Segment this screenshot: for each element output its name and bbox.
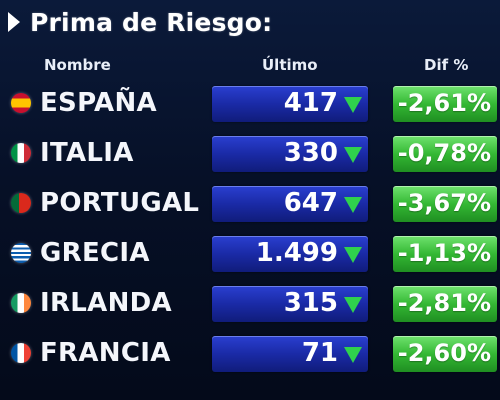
value-cell: 315 bbox=[212, 286, 368, 322]
country-name: GRECIA bbox=[40, 238, 150, 268]
dif-cell: -3,67% bbox=[393, 186, 497, 222]
column-header-nombre: Nombre bbox=[44, 56, 111, 74]
value-cell: 71 bbox=[212, 336, 368, 372]
value-text: 330 bbox=[283, 138, 338, 168]
dif-text: -3,67% bbox=[397, 189, 491, 217]
dif-text: -0,78% bbox=[397, 139, 491, 167]
country-name: ITALIA bbox=[40, 138, 134, 168]
spain-flag-icon bbox=[11, 93, 31, 113]
france-flag-icon bbox=[11, 343, 31, 363]
dif-text: -2,60% bbox=[397, 339, 491, 367]
down-arrow-icon bbox=[344, 97, 362, 113]
table-row-grecia: GRECIA 1.499 -1,13% bbox=[0, 232, 500, 276]
table-header: Nombre Último Dif % bbox=[0, 56, 500, 78]
ireland-flag-icon bbox=[11, 293, 31, 313]
table-row-italia: ITALIA 330 -0,78% bbox=[0, 132, 500, 176]
dif-cell: -0,78% bbox=[393, 136, 497, 172]
title-arrow-icon bbox=[8, 12, 20, 32]
country-name: PORTUGAL bbox=[40, 188, 200, 218]
dif-text: -1,13% bbox=[397, 239, 491, 267]
portugal-flag-icon bbox=[11, 193, 31, 213]
italy-flag-icon bbox=[11, 143, 31, 163]
column-header-ultimo: Último bbox=[262, 56, 318, 74]
down-arrow-icon bbox=[344, 297, 362, 313]
table-row-irlanda: IRLANDA 315 -2,81% bbox=[0, 282, 500, 326]
table-row-portugal: PORTUGAL 647 -3,67% bbox=[0, 182, 500, 226]
value-cell: 1.499 bbox=[212, 236, 368, 272]
value-cell: 330 bbox=[212, 136, 368, 172]
dif-cell: -2,61% bbox=[393, 86, 497, 122]
title-bar: Prima de Riesgo: bbox=[8, 2, 272, 42]
down-arrow-icon bbox=[344, 147, 362, 163]
table-row-francia: FRANCIA 71 -2,60% bbox=[0, 332, 500, 376]
country-name: IRLANDA bbox=[40, 288, 172, 318]
dif-text: -2,81% bbox=[397, 289, 491, 317]
country-name: ESPAÑA bbox=[40, 88, 157, 118]
dif-cell: -2,60% bbox=[393, 336, 497, 372]
column-header-dif: Dif % bbox=[424, 56, 469, 74]
value-text: 417 bbox=[283, 88, 338, 118]
table-row-espana: ESPAÑA 417 -2,61% bbox=[0, 82, 500, 126]
country-name: FRANCIA bbox=[40, 338, 171, 368]
value-text: 1.499 bbox=[255, 238, 338, 268]
dif-cell: -1,13% bbox=[393, 236, 497, 272]
greece-flag-icon bbox=[11, 243, 31, 263]
page-title: Prima de Riesgo: bbox=[30, 7, 273, 37]
value-text: 647 bbox=[283, 188, 338, 218]
down-arrow-icon bbox=[344, 347, 362, 363]
value-cell: 647 bbox=[212, 186, 368, 222]
value-text: 315 bbox=[283, 288, 338, 318]
dif-cell: -2,81% bbox=[393, 286, 497, 322]
value-text: 71 bbox=[301, 338, 338, 368]
down-arrow-icon bbox=[344, 247, 362, 263]
dif-text: -2,61% bbox=[397, 89, 491, 117]
value-cell: 417 bbox=[212, 86, 368, 122]
down-arrow-icon bbox=[344, 197, 362, 213]
